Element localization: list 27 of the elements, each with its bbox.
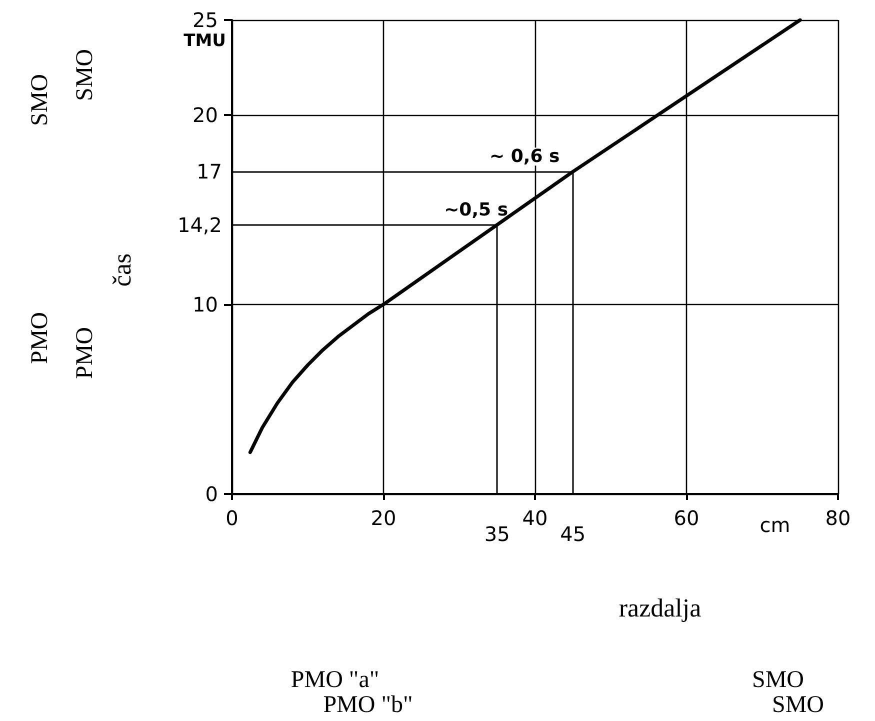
x-tick-label: 60	[674, 506, 700, 530]
ref-line-label: 14,2	[177, 212, 222, 237]
x-tick-label: 40	[522, 506, 548, 530]
x-tick-label: 0	[226, 506, 238, 530]
annotation: ~0,5 s	[444, 199, 508, 220]
text: SMO	[772, 692, 824, 718]
text: PMO "a"	[290, 667, 380, 693]
y-tick-label: 20	[192, 102, 218, 127]
text: PMO "b"	[323, 692, 413, 718]
annotation: ~ 0,6 s	[490, 146, 560, 168]
y-tick-label: 10	[192, 292, 218, 316]
text: SMO	[752, 667, 804, 693]
y-axis-title: čas	[108, 253, 136, 287]
text: PMO	[72, 326, 98, 380]
x-axis-title: razdalja	[618, 594, 702, 622]
text: PMO	[27, 312, 53, 364]
x-tick-label: 20	[370, 506, 396, 530]
ref-line-label: 17	[196, 160, 222, 184]
x-tick-label: 80	[825, 506, 851, 530]
text: SMO	[72, 48, 98, 102]
text: SMO	[27, 74, 53, 126]
text: cm	[760, 513, 790, 537]
ref-line-label: 35	[484, 522, 510, 546]
ref-line-label: 45	[560, 522, 586, 546]
y-tick-label: 0	[205, 482, 218, 506]
text: TMU	[184, 31, 226, 51]
y-tick-label: 25	[192, 8, 218, 32]
